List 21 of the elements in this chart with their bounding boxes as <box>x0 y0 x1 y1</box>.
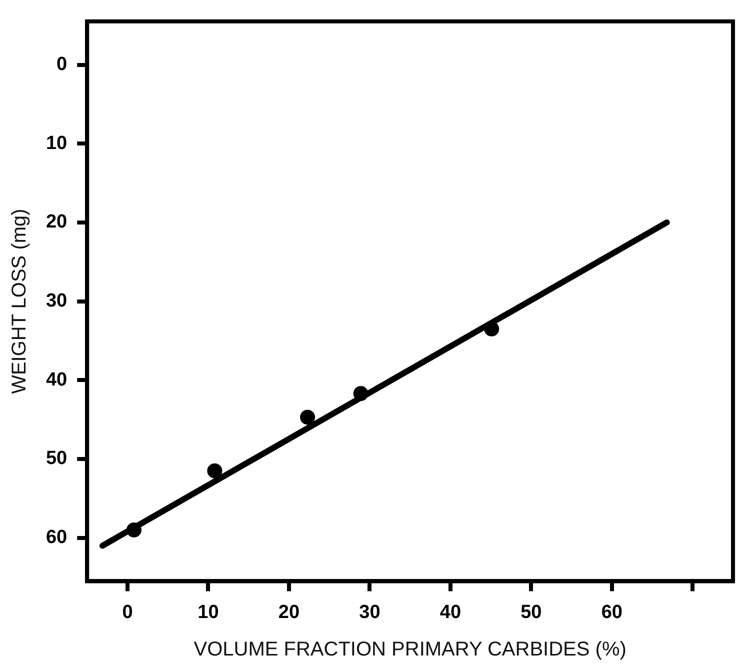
x-tick-label: 40 <box>440 602 462 623</box>
point <box>300 410 316 425</box>
x-tick-label: 30 <box>359 602 380 623</box>
y-axis-title: WEIGHT LOSS (mg) <box>8 208 31 394</box>
point <box>207 463 222 478</box>
y-tick-label: 50 <box>46 448 68 470</box>
y-tick-label: 10 <box>46 132 68 154</box>
x-axis-title: VOLUME FRACTION PRIMARY CARBIDES (%) <box>194 638 626 661</box>
point <box>126 522 142 538</box>
x-tick-label: 20 <box>278 602 300 623</box>
y-tick-label: 40 <box>46 369 68 390</box>
x-tick-label: 0 <box>122 602 133 623</box>
x-tick-label: 50 <box>520 602 542 623</box>
x-tick-label: 60 <box>601 602 622 623</box>
point <box>353 386 368 402</box>
y-tick-label: 0 <box>56 54 68 75</box>
y-tick-label: 30 <box>46 290 68 312</box>
x-tick-label: 10 <box>198 602 219 623</box>
y-tick-label: 60 <box>46 527 68 548</box>
y-tick-label: 20 <box>46 212 68 233</box>
point <box>484 321 500 336</box>
